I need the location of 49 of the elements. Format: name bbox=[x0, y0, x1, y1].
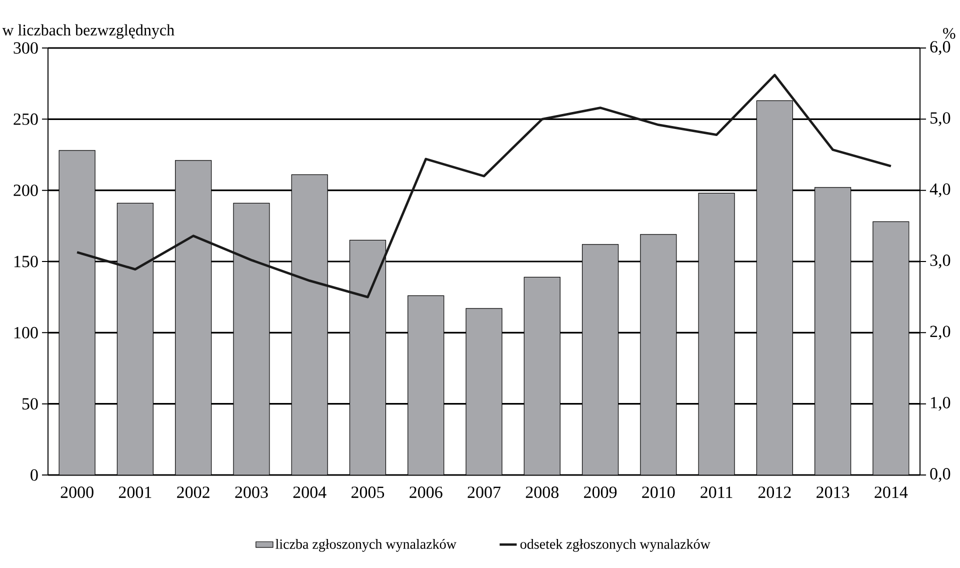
x-tick-label: 2006 bbox=[410, 486, 442, 498]
y2-tick-label: 1,0 bbox=[931, 396, 950, 411]
bar bbox=[466, 308, 502, 475]
y2-tick-label: 6,0 bbox=[930, 41, 950, 55]
x-tick-label: 2009 bbox=[584, 486, 617, 498]
bar bbox=[292, 174, 328, 475]
bar bbox=[756, 100, 793, 475]
x-tick-label: 2008 bbox=[526, 486, 558, 498]
line-series bbox=[76, 74, 892, 298]
x-tick-label: 2010 bbox=[642, 486, 675, 498]
bar bbox=[117, 203, 154, 475]
x-tick-label: 2005 bbox=[351, 486, 384, 498]
bar bbox=[582, 244, 618, 475]
y-axis-title: w liczbach bezwzględnych bbox=[2, 24, 174, 39]
x-tick-label: 2013 bbox=[816, 486, 850, 498]
x-tick-label: 2002 bbox=[177, 486, 210, 498]
bar bbox=[524, 277, 560, 475]
x-tick-label: 2012 bbox=[758, 486, 791, 498]
y-tick-label: 250 bbox=[14, 113, 38, 125]
x-tick-label: 2004 bbox=[293, 486, 326, 498]
bar bbox=[350, 240, 386, 475]
y2-axis-title: % bbox=[943, 28, 956, 39]
bar bbox=[640, 234, 676, 475]
legend-label: odsetek zgłoszonych wynalazków bbox=[520, 538, 710, 552]
x-tick-label: 2007 bbox=[468, 486, 501, 498]
bar bbox=[814, 187, 851, 475]
y-tick-label: 50 bbox=[22, 398, 38, 410]
x-tick-label: 2011 bbox=[700, 486, 732, 498]
y2-tick-label: 5,0 bbox=[930, 112, 950, 126]
y-tick-label: 150 bbox=[14, 256, 38, 268]
y2-tick-label: 0,0 bbox=[930, 468, 950, 482]
y2-tick-label: 4,0 bbox=[930, 183, 950, 198]
bar bbox=[698, 193, 735, 475]
y-tick-label: 0 bbox=[30, 469, 38, 481]
y2-tick-label: 3,0 bbox=[930, 254, 950, 268]
legend-label: liczba zgłoszonych wynalazków bbox=[276, 538, 456, 552]
y-tick-label: 300 bbox=[14, 42, 38, 54]
x-tick-label: 2003 bbox=[235, 486, 268, 498]
bar bbox=[59, 150, 96, 475]
bar bbox=[233, 203, 270, 475]
x-tick-label: 2000 bbox=[60, 486, 94, 498]
x-tick-label: 2001 bbox=[118, 486, 152, 498]
bar bbox=[175, 160, 212, 475]
bar bbox=[872, 221, 910, 475]
y2-tick-label: 2,0 bbox=[930, 326, 950, 340]
y-tick-label: 200 bbox=[14, 184, 38, 196]
y-tick-label: 100 bbox=[14, 326, 38, 338]
x-tick-label: 2014 bbox=[874, 486, 908, 498]
bar bbox=[408, 296, 444, 475]
